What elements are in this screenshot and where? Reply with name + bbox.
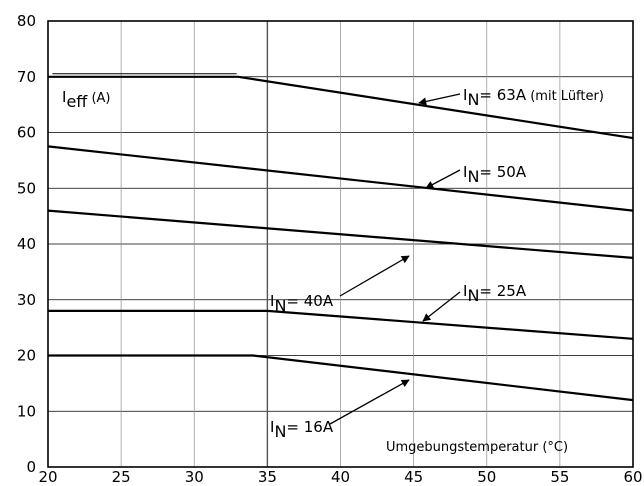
annotation-text: = 50A bbox=[479, 163, 526, 181]
series-annotation: IN= 63A (mit Lüfter) bbox=[463, 86, 604, 109]
y-tick-label: 40 bbox=[17, 235, 36, 253]
annotation-subscript: N bbox=[274, 296, 286, 315]
y-tick-label: 10 bbox=[17, 402, 36, 420]
annotation-symbol: I bbox=[270, 292, 274, 310]
x-tick-label: 45 bbox=[404, 468, 423, 486]
series-line bbox=[48, 75, 634, 140]
annotation-text: = 40A bbox=[286, 292, 333, 310]
series-annotation: IN= 40A bbox=[270, 292, 334, 315]
annotation-text: = 25A bbox=[479, 282, 526, 300]
x-tick-label: 50 bbox=[477, 468, 496, 486]
annotation-text: = 16A bbox=[286, 418, 333, 436]
annotation-symbol: I bbox=[463, 282, 467, 300]
annotation-text: = 63A bbox=[479, 86, 526, 104]
annotation-symbol: I bbox=[463, 163, 467, 181]
annotation-note: (mit Lüfter) bbox=[526, 89, 604, 104]
y-tick-label: 30 bbox=[17, 291, 36, 309]
y-tick-label: 60 bbox=[17, 124, 36, 142]
annotation-arrow bbox=[329, 379, 410, 425]
series-annotation: IN= 50A bbox=[463, 163, 527, 186]
grid bbox=[47, 20, 634, 468]
plot-frame bbox=[47, 20, 634, 468]
annotation-subscript: N bbox=[274, 422, 286, 441]
x-tick-label: 55 bbox=[550, 468, 569, 486]
axis-ticks: 0 10 20 30 40 50 60 70 80 20 25 30 35 40 45 50 55 60 bbox=[17, 12, 643, 486]
annotation-arrow bbox=[425, 169, 461, 189]
series-lines bbox=[47, 73, 634, 402]
y-axis-label-symbol: I bbox=[62, 88, 66, 106]
x-tick-label: 20 bbox=[38, 468, 57, 486]
annotation-symbol: I bbox=[463, 86, 467, 104]
annotation-subscript: N bbox=[467, 167, 479, 186]
y-tick-label: 70 bbox=[17, 68, 36, 86]
y-axis-label: Ieff (A) bbox=[62, 88, 110, 111]
y-tick-label: 50 bbox=[17, 179, 36, 197]
annotation-symbol: I bbox=[270, 418, 274, 436]
annotation-arrow bbox=[339, 255, 410, 297]
y-tick-label: 20 bbox=[17, 347, 36, 365]
series-line bbox=[48, 354, 634, 402]
series-line bbox=[48, 309, 634, 340]
x-tick-label: 30 bbox=[185, 468, 204, 486]
series-line bbox=[47, 145, 634, 212]
x-axis-label: Umgebungstemperatur (°C) bbox=[386, 440, 568, 455]
y-axis-label-unit: (A) bbox=[87, 91, 110, 106]
annotation-arrows bbox=[329, 93, 461, 425]
annotation-arrow bbox=[422, 291, 461, 322]
annotation-subscript: N bbox=[467, 286, 479, 305]
y-tick-label: 0 bbox=[26, 458, 36, 476]
y-tick-label: 80 bbox=[17, 12, 36, 30]
y-axis-label-subscript: eff bbox=[66, 92, 88, 111]
series-annotation: IN= 16A bbox=[270, 418, 334, 441]
series-line bbox=[47, 209, 634, 259]
annotation-subscript: N bbox=[467, 90, 479, 109]
x-tick-label: 25 bbox=[112, 468, 131, 486]
annotation-arrow bbox=[418, 93, 461, 106]
x-tick-label: 40 bbox=[331, 468, 350, 486]
x-tick-label: 60 bbox=[623, 468, 642, 486]
series-annotation: IN= 25A bbox=[463, 282, 527, 305]
x-tick-label: 35 bbox=[258, 468, 277, 486]
